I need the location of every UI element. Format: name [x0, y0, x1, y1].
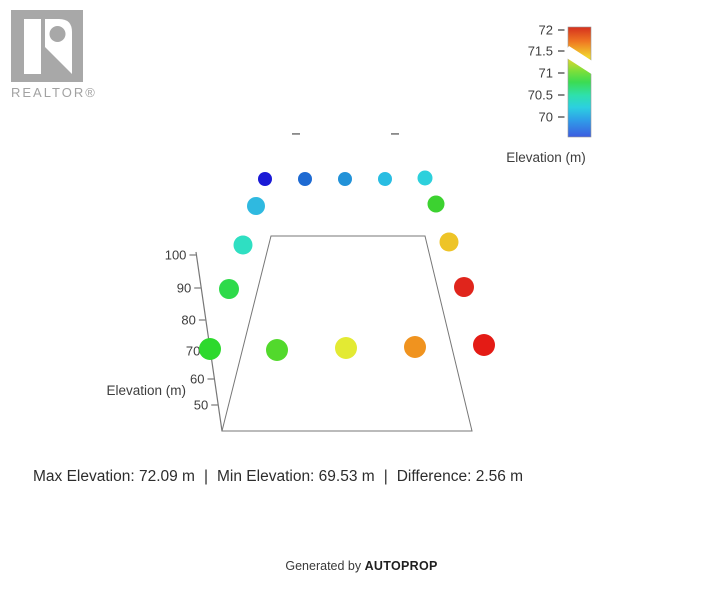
- elevation-point[interactable]: [454, 277, 474, 297]
- stat-max-elevation: Max Elevation: 72.09 m: [33, 468, 195, 485]
- y-axis-tick-label: 90: [177, 281, 191, 296]
- colorbar-slash-artifact: [562, 46, 600, 75]
- realtor-r-icon: [24, 19, 72, 74]
- y-axis-tick-label: 70: [186, 344, 200, 359]
- elevation-point[interactable]: [233, 235, 253, 255]
- realtor-logo: [11, 10, 83, 82]
- y-axis-tick-label: 80: [181, 313, 195, 328]
- elevation-point[interactable]: [338, 172, 352, 186]
- y-axis-tick-label: 50: [194, 398, 208, 413]
- axis-dash-mark: [292, 133, 300, 135]
- footer: Generated by AUTOPROP: [0, 559, 723, 573]
- axis-dash-mark: [391, 133, 399, 135]
- stats-separator: |: [203, 468, 209, 485]
- elevation-point[interactable]: [417, 170, 433, 186]
- colorbar-tick-label: 70: [539, 110, 553, 125]
- elevation-point[interactable]: [404, 336, 426, 358]
- elevation-point[interactable]: [199, 338, 221, 360]
- y-axis-title: Elevation (m): [106, 383, 186, 398]
- realtor-logo-block: REALTOR®: [11, 10, 101, 100]
- elevation-point[interactable]: [473, 334, 495, 356]
- colorbar-tick-label: 72: [539, 23, 553, 38]
- elevation-point[interactable]: [378, 172, 392, 186]
- elevation-point[interactable]: [335, 337, 357, 359]
- y-axis-tick-label: 100: [165, 248, 187, 263]
- footer-brand: AUTOPROP: [364, 559, 438, 573]
- colorbar-tick-label: 70.5: [528, 88, 553, 103]
- parcel-boundary: [221, 235, 473, 432]
- elevation-point[interactable]: [439, 232, 459, 252]
- colorbar-tick-label: 71.5: [528, 44, 553, 59]
- elevation-point[interactable]: [298, 172, 312, 186]
- elevation-point[interactable]: [427, 195, 445, 213]
- footer-prefix: Generated by: [285, 559, 365, 573]
- stat-min-elevation: Min Elevation: 69.53 m: [217, 468, 375, 485]
- stats-separator: |: [383, 468, 388, 485]
- elevation-point[interactable]: [219, 279, 239, 299]
- elevation-point[interactable]: [266, 339, 288, 361]
- stats-line: Max Elevation: 72.09 m | Min Elevation: 69…: [33, 468, 523, 486]
- colorbar-title: Elevation (m): [506, 150, 586, 165]
- elevation-point[interactable]: [258, 172, 272, 186]
- stat-difference: Difference: 2.56 m: [396, 468, 524, 485]
- realtor-brand-text: REALTOR®: [11, 85, 97, 100]
- colorbar-tick-label: 71: [539, 66, 553, 81]
- colorbar-gradient: [567, 26, 592, 138]
- y-axis-tick-label: 60: [190, 372, 204, 387]
- elevation-point[interactable]: [247, 197, 265, 215]
